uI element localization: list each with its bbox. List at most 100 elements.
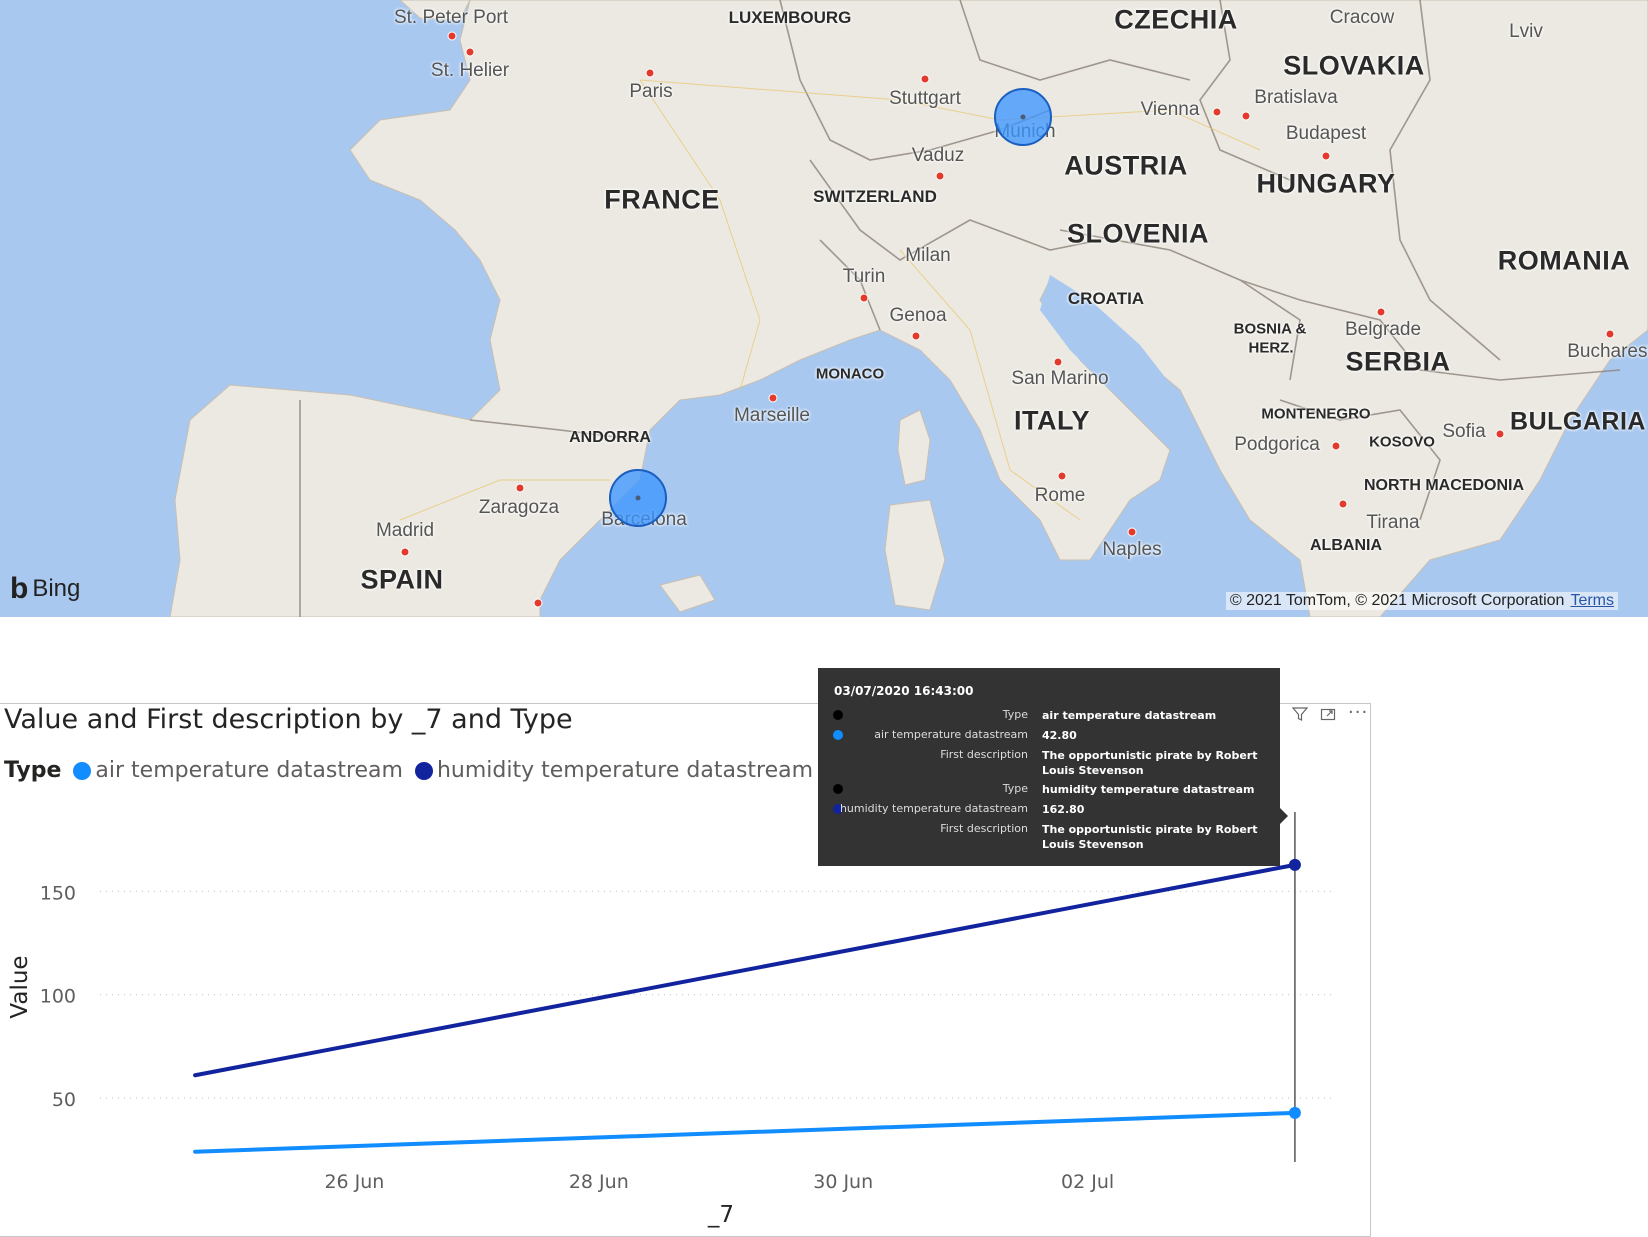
tooltip-dot (833, 804, 843, 814)
city-dot (645, 68, 655, 78)
filter-icon[interactable] (1291, 706, 1309, 726)
tooltip-key: Type (1002, 708, 1028, 721)
y-tick-label: 100 (40, 986, 76, 1008)
map-label-croatia: CROATIA (1067, 289, 1145, 308)
city-dot (859, 293, 869, 303)
series-line-air[interactable] (193, 1110, 1297, 1154)
bing-logo-text: Bing (32, 575, 81, 602)
map-label-north-macedonia: NORTH MACEDONIA (1364, 477, 1524, 494)
map-city-budapest: Budapest (1285, 123, 1367, 144)
bing-b-icon: b (10, 572, 29, 605)
map-city-st-peter-port: St. Peter Port (393, 7, 509, 28)
city-dot (768, 393, 778, 403)
map-label-serbia: SERBIA (1345, 346, 1451, 377)
map-label-hungary: HUNGARY (1256, 168, 1396, 199)
tooltip-key: First description (940, 748, 1028, 761)
tooltip-dot (833, 730, 843, 740)
x-tick-label: 26 Jun (324, 1171, 384, 1193)
city-dot (465, 47, 475, 57)
city-dot (1057, 471, 1067, 481)
city-dot (1605, 329, 1615, 339)
city-dot (1241, 111, 1251, 121)
map-canvas[interactable] (0, 0, 1648, 617)
x-tick-label: 28 Jun (569, 1171, 629, 1193)
terms-link[interactable]: Terms (1570, 592, 1614, 609)
city-dot (1053, 357, 1063, 367)
map-label-albania: ALBANIA (1310, 537, 1382, 554)
land-sardinia (884, 499, 946, 611)
tooltip-value: humidity temperature datastream (1042, 783, 1255, 796)
chart-title: Value and First description by _7 and Ty… (4, 704, 573, 735)
map-label-austria: AUSTRIA (1064, 150, 1188, 181)
tooltip-key: Type (1002, 782, 1028, 795)
map-label-italy: ITALY (1013, 405, 1091, 436)
map-label-herz: HERZ. (1248, 339, 1294, 357)
map-city-lviv: Lviv (1509, 21, 1543, 42)
land-central-europe (169, 0, 1648, 617)
map-city-paris: Paris (629, 81, 673, 102)
y-tick-label: 50 (52, 1089, 76, 1111)
map-city-rome: Rome (1034, 485, 1086, 506)
tooltip-key: humidity temperature datastream (839, 802, 1028, 815)
legend-item-humidity[interactable]: humidity temperature datastream (414, 758, 814, 783)
series-marker-humidity[interactable] (1288, 858, 1301, 871)
map-city-st-helier: St. Helier (430, 60, 510, 81)
map-city-milan: Milan (905, 245, 951, 266)
map-label-spain: SPAIN (360, 564, 444, 595)
map-bubble-munich[interactable] (994, 88, 1052, 146)
map-city-bratislava: Bratislava (1254, 87, 1338, 108)
series-line-humidity[interactable] (193, 862, 1297, 1078)
legend-item-air[interactable]: air temperature datastream (73, 758, 403, 783)
map-label-montenegro: MONTENEGRO (1261, 405, 1371, 423)
map-city-madrid: Madrid (375, 520, 435, 541)
focus-mode-icon[interactable] (1320, 706, 1336, 726)
city-dot (1321, 151, 1331, 161)
copyright-text: © 2021 TomTom, © 2021 Microsoft Corporat… (1229, 592, 1565, 609)
y-axis-title: Value (7, 955, 33, 1018)
map-label-slovakia: SLOVAKIA (1283, 50, 1425, 81)
bing-logo: b Bing (10, 572, 80, 606)
map-city-genoa: Genoa (889, 305, 947, 326)
map-city-podgorica: Podgorica (1234, 434, 1320, 455)
city-dot (515, 483, 525, 493)
map-label-slovenia: SLOVENIA (1066, 218, 1210, 249)
land-balearic (659, 574, 716, 613)
map-city-san-marino: San Marino (1011, 368, 1109, 389)
tooltip-dot (833, 710, 843, 720)
map-city-zaragoza: Zaragoza (478, 497, 560, 518)
map-label-kosovo: KOSOVO (1369, 433, 1435, 451)
city-dot (935, 171, 945, 181)
city-dot (920, 74, 930, 84)
map-label-luxembourg: LUXEMBOURG (728, 8, 852, 27)
tooltip-date: 03/07/2020 16:43:00 (834, 684, 974, 698)
more-options-icon[interactable]: ··· (1348, 702, 1369, 723)
map-copyright: © 2021 TomTom, © 2021 Microsoft Corporat… (1225, 592, 1618, 610)
tooltip-value: air temperature datastream (1042, 709, 1217, 722)
legend-label: humidity temperature datastream (436, 758, 814, 783)
y-tick-label: 150 (40, 882, 76, 904)
map-bubble-barcelona[interactable] (609, 469, 667, 527)
land-uk-tip (399, 0, 471, 21)
city-dot (911, 331, 921, 341)
x-tick-label: 30 Jun (813, 1171, 873, 1193)
tooltip-key: air temperature datastream (874, 728, 1028, 741)
city-dot (1331, 441, 1341, 451)
legend-title: Type (4, 758, 62, 783)
land-corsica (897, 409, 931, 486)
map-label-france: FRANCE (604, 184, 720, 215)
tooltip-value: The opportunistic pirate by Robert Louis… (1042, 823, 1258, 851)
x-axis-title: _7 (707, 1202, 734, 1228)
map-visual[interactable]: LUXEMBOURG CZECHIA SLOVAKIA AUSTRIA HUNG… (0, 0, 1648, 617)
series-marker-air[interactable] (1288, 1106, 1301, 1119)
map-city-marseille: Marseille (733, 405, 811, 426)
map-city-sofia: Sofia (1442, 421, 1486, 442)
tooltip-value: 162.80 (1042, 803, 1085, 816)
city-dot (1127, 527, 1137, 537)
legend-swatch (73, 761, 92, 780)
tooltip-dot (833, 784, 843, 794)
map-label-bosnia: BOSNIA & (1233, 320, 1307, 338)
map-city-vaduz: Vaduz (911, 145, 965, 166)
city-dot (1376, 307, 1386, 317)
legend-swatch (414, 761, 433, 780)
